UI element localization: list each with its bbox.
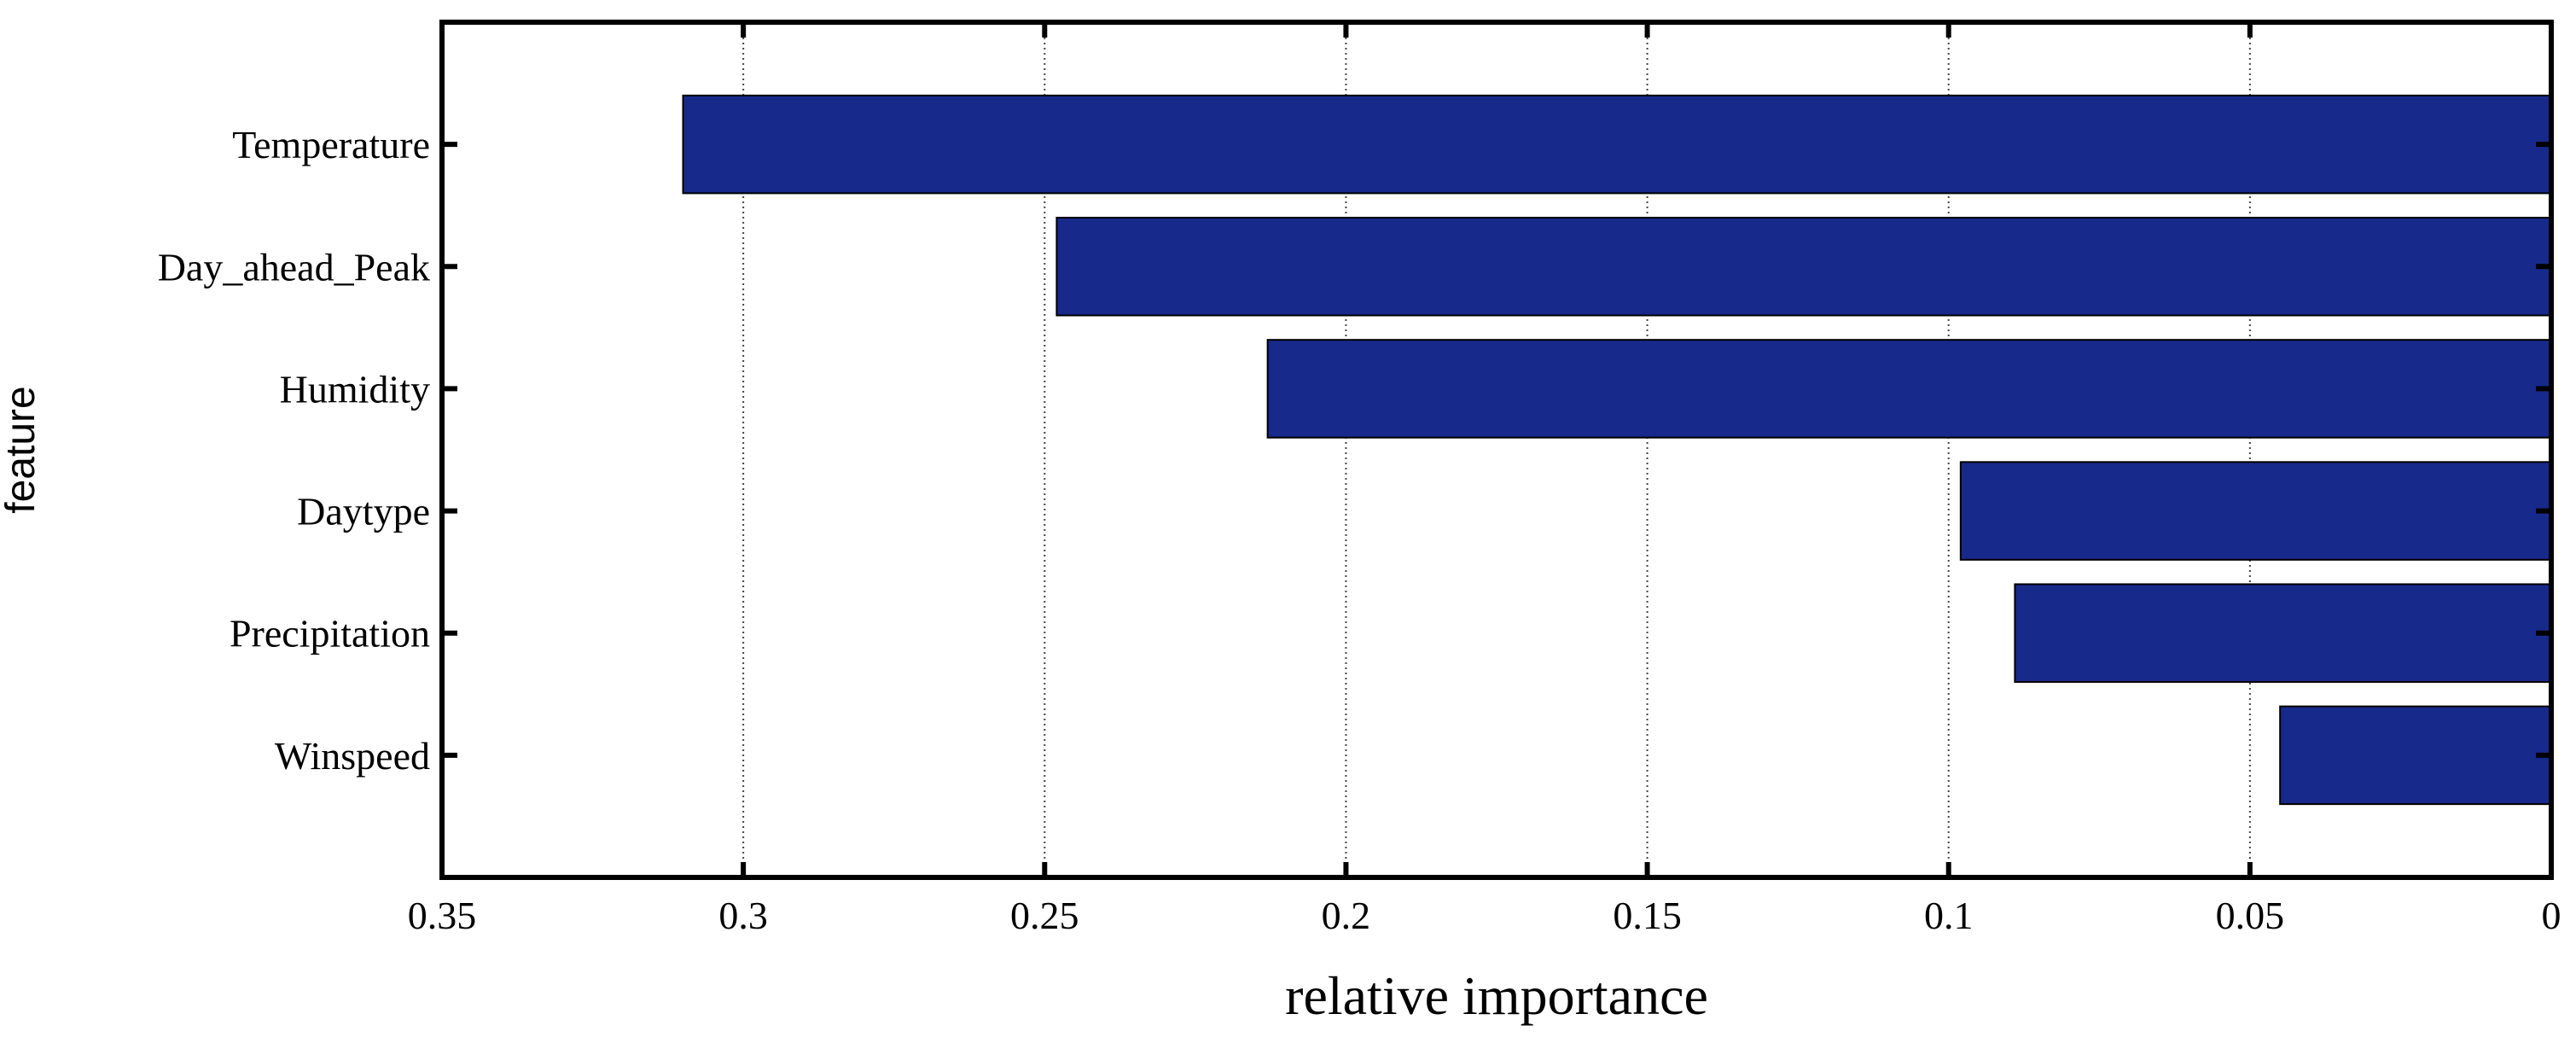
y-tick-label: Humidity [280,367,430,411]
y-axis-title: feature [0,386,44,513]
x-tick-label: 0.35 [408,894,477,937]
y-tick-label: Precipitation [230,612,430,656]
x-tick-label: 0 [2542,894,2561,937]
axis-ticks [439,22,2554,877]
x-tick-label: 0.25 [1010,894,1079,937]
y-tick-label: Daytype [297,490,430,533]
x-tick-label: 0.3 [718,894,768,937]
tick-labels: 0.35 0.3 0.25 0.2 0.15 0.1 0.05 0 Temperature Day… [158,123,2561,937]
grid-lines [742,22,2251,877]
x-tick-label: 0.05 [2216,894,2285,937]
bar-winspeed [2279,705,2552,806]
bar-humidity [1266,339,2552,439]
x-tick-label: 0.2 [1322,894,1371,937]
y-tick-label: Day_ahead_Peak [158,245,430,288]
bar-daytype [1959,461,2553,561]
y-tick-label: Winspeed [275,734,430,778]
bars [682,94,2553,806]
bar-temperature [682,94,2552,195]
x-axis-title: relative importance [1285,965,1708,1026]
x-tick-label: 0.1 [1924,894,1974,937]
plot-frame [439,20,2554,880]
bar-precipitation [2014,583,2553,683]
bar-day-ahead-peak [1055,217,2552,317]
x-tick-label: 0.15 [1613,894,1682,937]
y-tick-label: Temperature [232,123,430,166]
